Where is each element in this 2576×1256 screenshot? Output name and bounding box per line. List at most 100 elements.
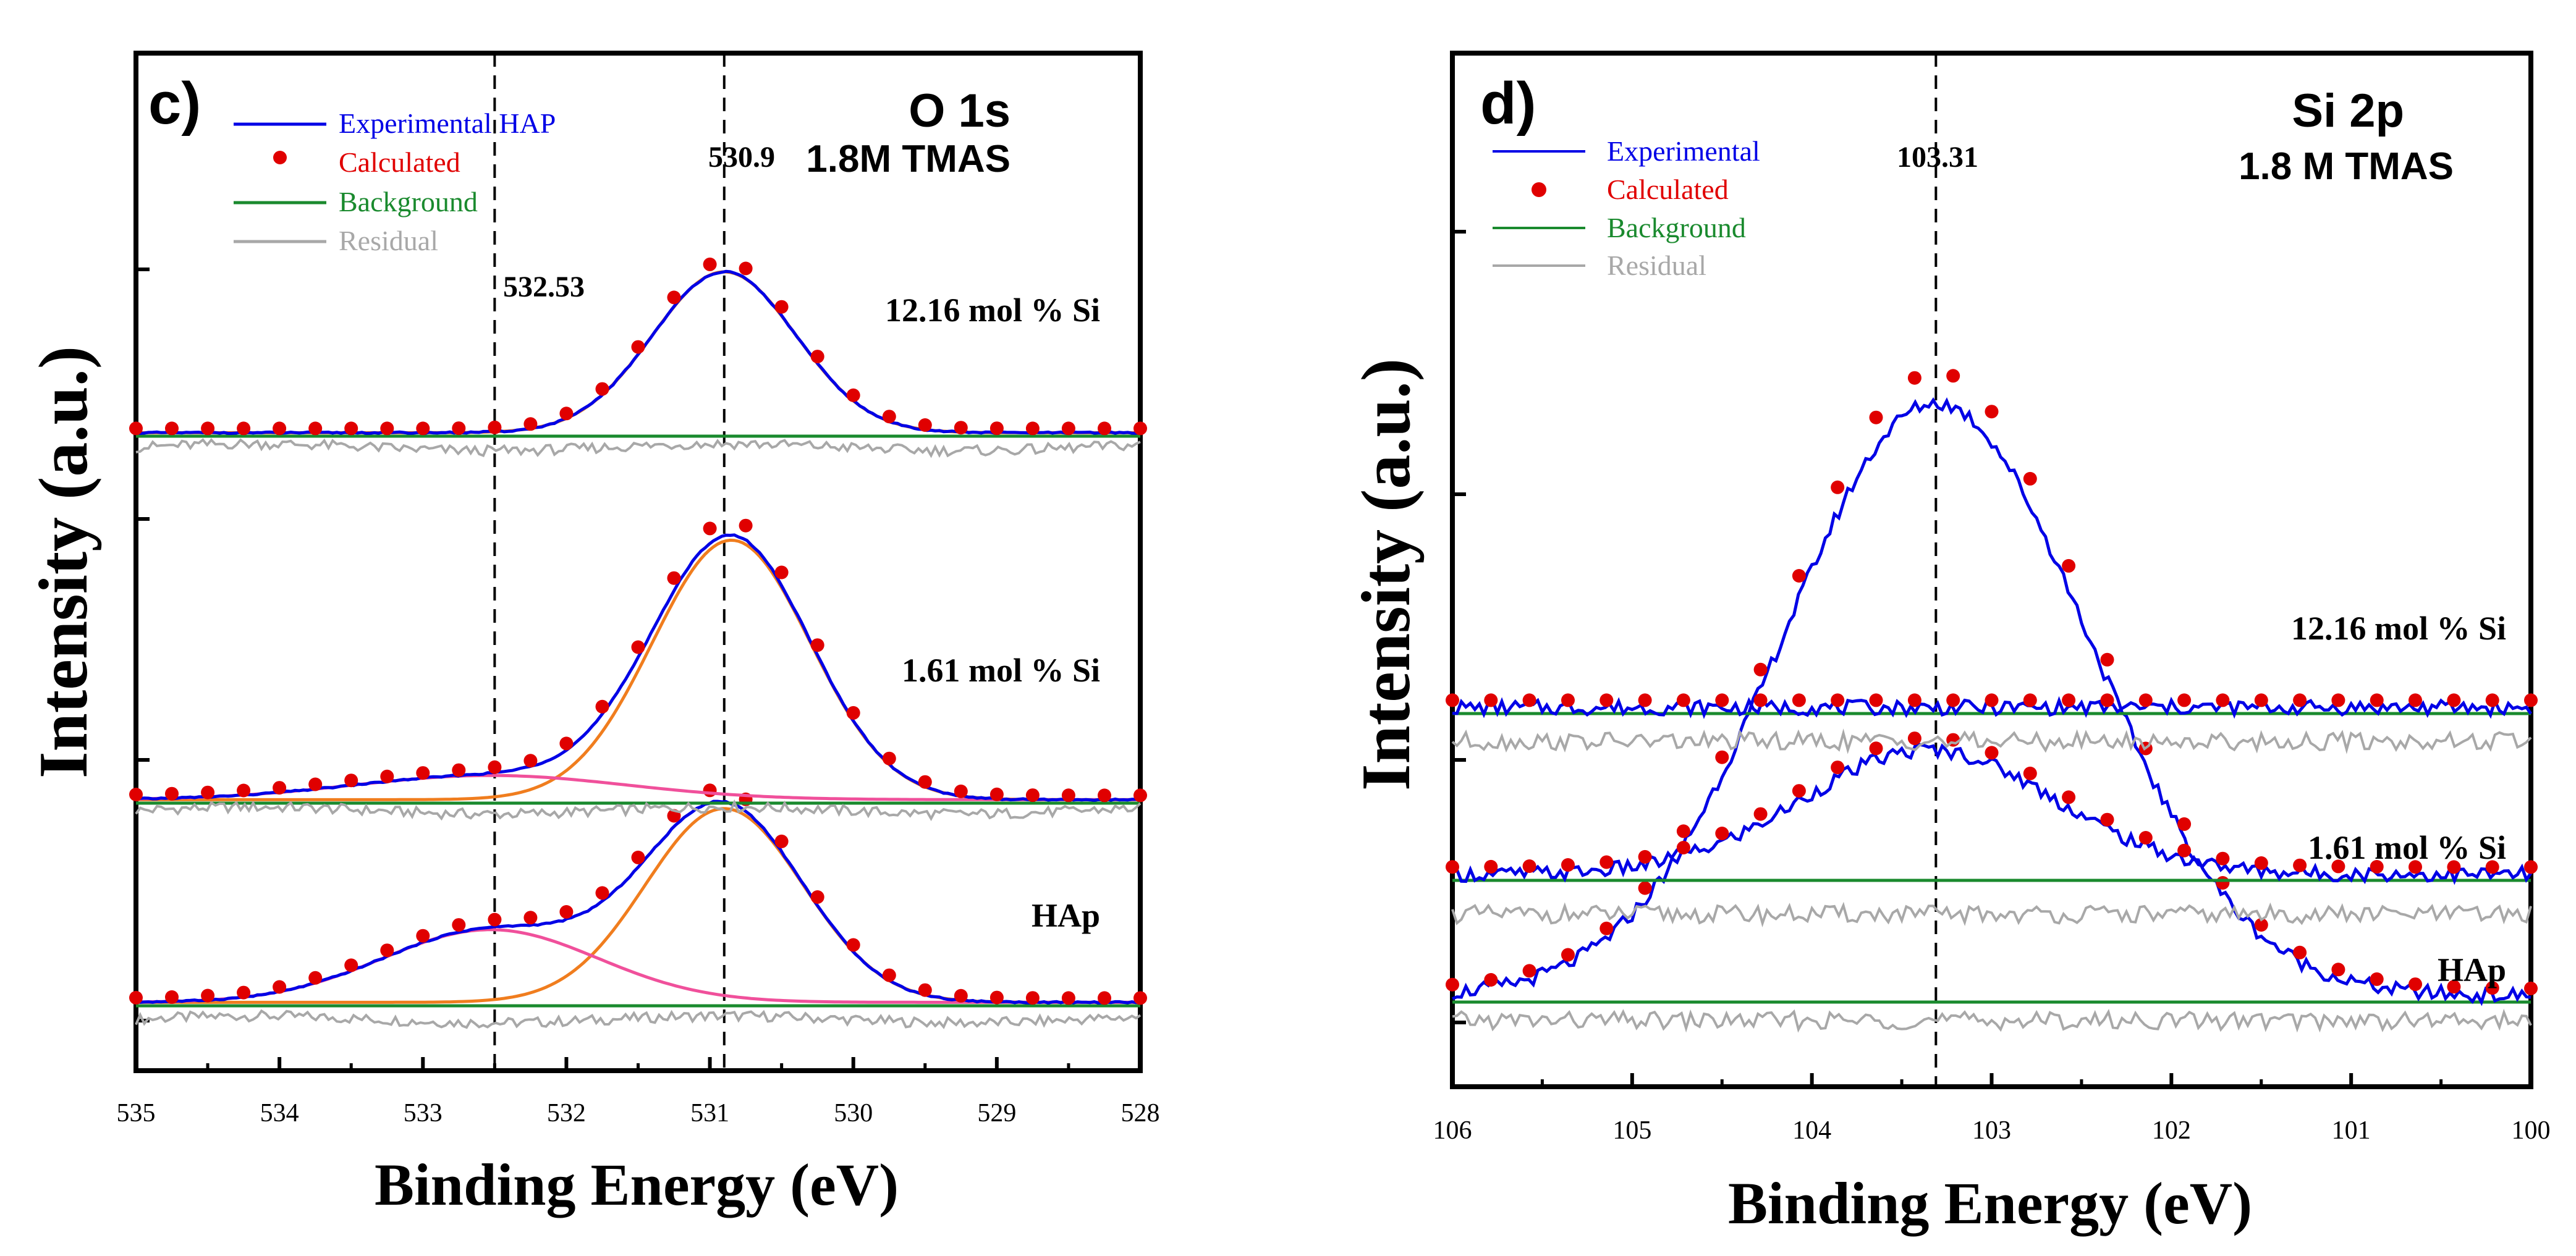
calculated-point	[2254, 918, 2268, 932]
x-tick-label: 534	[260, 1099, 299, 1127]
x-tick-label: 106	[1433, 1116, 1472, 1145]
calculated-point	[846, 388, 860, 402]
panel-d-series-label-1: 1.61 mol % Si	[2308, 829, 2506, 866]
panel-d-title: Si 2p	[2292, 85, 2404, 137]
calculated-point	[2138, 693, 2153, 707]
calculated-point	[810, 350, 824, 364]
x-tick-label: 101	[2332, 1116, 2371, 1145]
calculated-point	[2370, 972, 2384, 986]
calculated-point	[954, 421, 968, 435]
calculated-point	[380, 769, 394, 783]
calculated-point	[989, 990, 1004, 1005]
calculated-point	[523, 911, 538, 925]
calculated-point	[918, 418, 932, 432]
panel-c-legend: Experimental HAP Calculated Background R…	[234, 107, 556, 256]
calculated-point	[2216, 851, 2230, 866]
calculated-point	[595, 699, 609, 714]
calculated-point	[488, 420, 502, 434]
calculated-point	[201, 785, 215, 799]
calculated-point	[1831, 693, 1845, 707]
calculated-point	[523, 754, 538, 768]
calculated-point	[1446, 860, 1459, 874]
panel-c-series-label-12: 12.16 mol % Si	[885, 292, 1100, 329]
legend-calculated-swatch	[273, 151, 287, 164]
panel-d-subtitle: 1.8 M TMAS	[2239, 145, 2454, 188]
calculated-point	[2216, 693, 2230, 707]
calculated-point	[559, 407, 574, 421]
panel-d-series-label-hap: HAp	[2438, 951, 2506, 988]
calculated-point	[810, 638, 824, 652]
calculated-point	[1098, 421, 1111, 436]
calculated-point	[452, 918, 466, 932]
calculated-point	[2177, 693, 2192, 707]
panel-c-ylabel: Intensity (a.u.)	[25, 346, 102, 778]
calculated-point	[1753, 807, 1768, 821]
legend-calculated-swatch	[1532, 182, 1546, 197]
calculated-point	[1676, 841, 1690, 854]
calculated-point	[2447, 860, 2461, 874]
calculated-point	[2409, 860, 2422, 874]
calculated-point	[1638, 881, 1652, 895]
panel-d-si2p: 106 105 104 103 102 101 100 d) Si 2p 1.8 M TMA…	[1348, 51, 2551, 1236]
calculated-point	[2370, 693, 2384, 707]
calculated-point	[774, 565, 789, 580]
panel-d-series-label-12: 12.16 mol % Si	[2291, 610, 2506, 647]
calculated-point	[1098, 991, 1111, 1005]
calculated-point	[2370, 860, 2384, 874]
calculated-point	[667, 290, 681, 305]
calculated-point	[2331, 963, 2345, 977]
calculated-point	[918, 983, 932, 997]
calculated-point	[918, 775, 932, 789]
calculated-point	[1098, 788, 1111, 803]
calculated-point	[1484, 973, 1498, 987]
residual-line	[1452, 1008, 2532, 1033]
legend-calculated-label: Calculated	[339, 146, 460, 178]
calculated-point	[1946, 369, 1960, 383]
calculated-point	[1638, 693, 1652, 707]
calculated-point	[1561, 858, 1575, 872]
panel-c-frame	[133, 51, 1143, 1073]
panel-d-ylabel: Intensity (a.u.)	[1348, 358, 1425, 791]
legend-background-label: Background	[339, 186, 478, 217]
panel-d-xlabel: Binding Energy (eV)	[1728, 1170, 2252, 1236]
calculated-point	[1792, 784, 1806, 798]
calculated-point	[1985, 405, 1999, 419]
calculated-point	[739, 518, 753, 533]
calculated-point	[2485, 860, 2499, 874]
calculated-point	[273, 421, 287, 436]
residual-line	[135, 438, 1141, 458]
calculated-point	[703, 521, 717, 536]
calculated-point	[1715, 750, 1729, 764]
calculated-point	[452, 763, 466, 777]
legend-experimental-label: Experimental HAP	[339, 107, 556, 139]
calculated-point	[416, 421, 430, 436]
calculated-point	[2100, 812, 2114, 827]
calculated-point	[2023, 693, 2037, 707]
calculated-point	[1946, 693, 1960, 707]
calculated-point	[1446, 977, 1459, 992]
calculated-point	[129, 421, 143, 436]
calculated-point	[2254, 693, 2268, 707]
panel-c-series-label-1: 1.61 mol % Si	[902, 652, 1100, 689]
calculated-point	[1025, 991, 1040, 1005]
calculated-point	[2293, 858, 2307, 872]
calculated-point	[1484, 693, 1498, 707]
calculated-point	[667, 571, 681, 585]
calculated-point	[2062, 558, 2076, 573]
calculated-point	[344, 421, 358, 436]
calculated-point	[165, 786, 179, 801]
calculated-point	[2409, 977, 2422, 992]
panel-c-series-label-hap: HAp	[1032, 897, 1100, 934]
calculated-point	[1907, 731, 1921, 746]
panel-c-letter: c)	[148, 70, 201, 137]
calculated-point	[1985, 693, 1999, 707]
calculated-point	[2254, 856, 2268, 870]
calculated-point	[1599, 693, 1614, 707]
calculated-point	[2023, 766, 2037, 780]
calculated-point	[2524, 981, 2538, 995]
calculated-point	[237, 783, 251, 798]
calculated-point	[488, 912, 502, 927]
calculated-point	[882, 968, 896, 982]
calculated-point	[1133, 991, 1147, 1005]
